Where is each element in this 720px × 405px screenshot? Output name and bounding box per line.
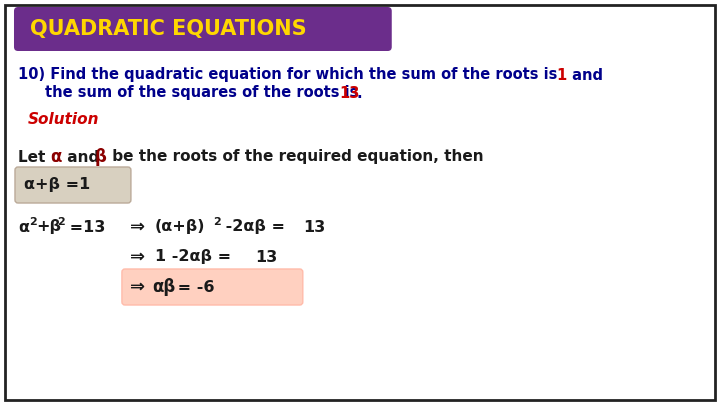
FancyBboxPatch shape	[5, 5, 714, 400]
Text: .: .	[357, 85, 362, 100]
FancyBboxPatch shape	[14, 7, 392, 51]
Text: QUADRATIC EQUATIONS: QUADRATIC EQUATIONS	[30, 19, 307, 39]
Text: ⇒: ⇒	[130, 248, 145, 266]
Text: α: α	[50, 148, 61, 166]
Text: β: β	[95, 148, 107, 166]
Text: ⇒: ⇒	[130, 278, 151, 296]
Text: 2: 2	[213, 217, 220, 227]
Text: ⇒: ⇒	[130, 218, 145, 236]
Text: Let: Let	[18, 149, 50, 164]
Text: 1: 1	[557, 68, 567, 83]
Text: 1 -2αβ =: 1 -2αβ =	[155, 249, 231, 264]
Text: 10) Find the quadratic equation for which the sum of the roots is: 10) Find the quadratic equation for whic…	[18, 68, 562, 83]
Text: =13: =13	[64, 220, 105, 234]
Text: 13: 13	[255, 249, 277, 264]
Text: and: and	[62, 149, 104, 164]
Text: -2αβ =: -2αβ =	[220, 220, 285, 234]
Text: 13: 13	[340, 85, 360, 100]
Text: α: α	[18, 220, 29, 234]
Text: αβ: αβ	[152, 278, 175, 296]
Text: (α+β): (α+β)	[155, 220, 205, 234]
Text: 2: 2	[57, 217, 65, 227]
Text: Solution: Solution	[28, 113, 99, 128]
Text: and: and	[567, 68, 603, 83]
Text: α+β =1: α+β =1	[24, 177, 90, 192]
Text: be the roots of the required equation, then: be the roots of the required equation, t…	[107, 149, 484, 164]
Text: 2: 2	[29, 217, 37, 227]
FancyBboxPatch shape	[15, 167, 131, 203]
Text: the sum of the squares of the roots is: the sum of the squares of the roots is	[45, 85, 364, 100]
Text: +β: +β	[36, 220, 61, 234]
FancyBboxPatch shape	[122, 269, 303, 305]
Text: 13: 13	[303, 220, 325, 234]
Text: = -6: = -6	[172, 279, 215, 294]
